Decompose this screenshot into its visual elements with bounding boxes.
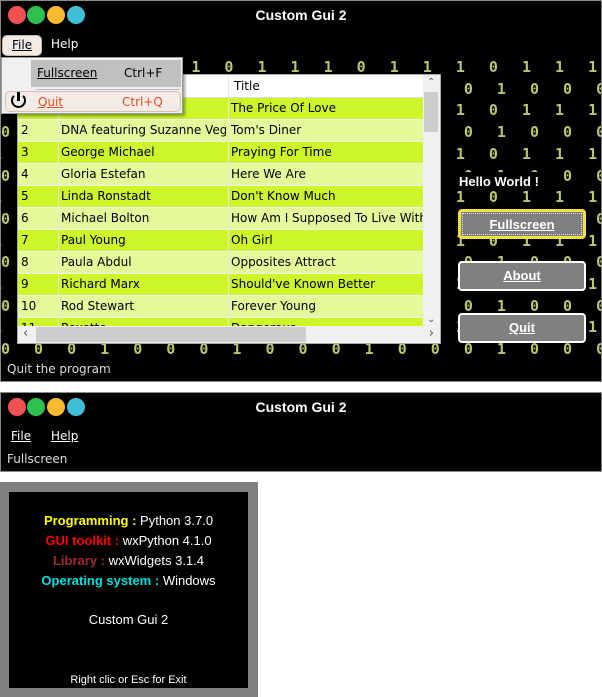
window-title-2: Custom Gui 2 xyxy=(255,399,347,415)
main-window: Custom Gui 2 1 1 1 0 1 1 1 0 1 1 1 0 1 1… xyxy=(0,0,602,382)
cell-artist: Gloria Estefan xyxy=(61,167,146,181)
cell-artist: Linda Ronstadt xyxy=(61,189,151,203)
about-app-name: Custom Gui 2 xyxy=(88,612,169,627)
table-row[interactable]: 3 George Michael Praying For Time xyxy=(18,142,424,164)
about-line-os: Operating system : Windows xyxy=(41,573,216,588)
maximize-button-2[interactable] xyxy=(27,398,45,416)
binary-row: 0 0 0 1 0 0 0 1 0 0 0 1 0 0 0 1 0 0 0 1 … xyxy=(1,340,601,357)
table-row[interactable]: 2 DNA featuring Suzanne Vega Tom's Diner xyxy=(18,120,424,142)
table-row[interactable]: 5 Linda Ronstadt Don't Know Much xyxy=(18,186,424,208)
cell-title: Praying For Time xyxy=(231,145,332,159)
cell-title: Opposites Attract xyxy=(231,255,336,269)
horizontal-scrollbar[interactable]: ‹ › xyxy=(18,326,440,343)
table-row[interactable]: 10 Rod Stewart Forever Young xyxy=(18,296,424,318)
menu-help-2[interactable]: Help xyxy=(51,429,79,443)
extra-button[interactable] xyxy=(67,6,85,24)
about-button[interactable]: About xyxy=(458,261,586,291)
cell-number: 7 xyxy=(21,233,29,247)
close-button-2[interactable] xyxy=(8,398,26,416)
menu-bar-2: File Help xyxy=(1,425,601,449)
cell-number: 4 xyxy=(21,167,29,181)
minimize-button-2[interactable] xyxy=(47,398,65,416)
file-menu-popup: Fullscreen Ctrl+F Quit Ctrl+Q xyxy=(1,57,183,114)
cell-title: Don't Know Much xyxy=(231,189,336,203)
cell-artist: Rod Stewart xyxy=(61,299,135,313)
cell-artist: Michael Bolton xyxy=(61,211,150,225)
second-window: Custom Gui 2 File Help Fullscreen xyxy=(0,392,602,472)
cell-title: Should've Known Better xyxy=(231,277,376,291)
column-header-title[interactable]: Title xyxy=(234,79,260,93)
scroll-left-icon[interactable]: ‹ xyxy=(23,326,29,341)
cell-artist: DNA featuring Suzanne Vega xyxy=(61,123,226,137)
table-row[interactable]: 7 Paul Young Oh Girl xyxy=(18,230,424,252)
cell-title: How Am I Supposed To Live Without You xyxy=(231,211,424,225)
fullscreen-button[interactable]: Fullscreen xyxy=(458,209,586,239)
cell-artist: Paula Abdul xyxy=(61,255,132,269)
cell-title: Forever Young xyxy=(231,299,317,313)
menu-item-fullscreen[interactable]: Fullscreen Ctrl+F xyxy=(31,60,181,87)
cell-artist: George Michael xyxy=(61,145,155,159)
about-dialog[interactable]: Programming : Python 3.7.0 GUI toolkit :… xyxy=(0,482,258,697)
scroll-up-icon[interactable]: ⌃ xyxy=(427,77,436,88)
extra-button-2[interactable] xyxy=(67,398,85,416)
cell-number: 2 xyxy=(21,123,29,137)
cell-title: Oh Girl xyxy=(231,233,273,247)
about-line-programming: Programming : Python 3.7.0 xyxy=(43,513,214,528)
status-bar: Quit the program xyxy=(7,362,111,376)
minimize-button[interactable] xyxy=(47,6,65,24)
title-bar[interactable]: Custom Gui 2 xyxy=(1,1,601,29)
scroll-right-icon[interactable]: › xyxy=(428,326,434,341)
table-row[interactable]: 6 Michael Bolton How Am I Supposed To Live… xyxy=(18,208,424,230)
cell-number: 5 xyxy=(21,189,29,203)
cell-title: Tom's Diner xyxy=(231,123,302,137)
cell-artist: Paul Young xyxy=(61,233,126,247)
cell-title: The Price Of Love xyxy=(231,101,337,115)
close-button[interactable] xyxy=(8,6,26,24)
vertical-scrollbar[interactable]: ⌃ ⌄ xyxy=(423,75,440,327)
table-row[interactable]: 8 Paula Abdul Opposites Attract xyxy=(18,252,424,274)
status-bar-2: Fullscreen xyxy=(7,452,68,466)
menu-item-quit[interactable]: Quit Ctrl+Q xyxy=(5,91,181,112)
menu-bar: File Help xyxy=(1,33,601,57)
scroll-down-icon[interactable]: ⌄ xyxy=(427,314,436,325)
hello-label: Hello World ! xyxy=(456,172,542,191)
about-content: Programming : Python 3.7.0 GUI toolkit :… xyxy=(9,492,248,688)
vertical-scroll-thumb[interactable] xyxy=(424,92,438,132)
power-icon-stem xyxy=(17,92,20,101)
power-icon xyxy=(11,93,26,108)
cell-number: 9 xyxy=(21,277,29,291)
cell-artist: Richard Marx xyxy=(61,277,140,291)
table-row[interactable]: 4 Gloria Estefan Here We Are xyxy=(18,164,424,186)
menu-file[interactable]: File xyxy=(2,35,43,56)
menu-file-2[interactable]: File xyxy=(11,429,32,443)
table-row[interactable]: 9 Richard Marx Should've Known Better xyxy=(18,274,424,296)
maximize-button[interactable] xyxy=(27,6,45,24)
cell-title: Here We Are xyxy=(231,167,306,181)
cell-number: 8 xyxy=(21,255,29,269)
about-line-gui-toolkit: GUI toolkit : wxPython 4.1.0 xyxy=(45,533,212,548)
quit-button[interactable]: Quit xyxy=(458,313,586,343)
horizontal-scroll-thumb[interactable] xyxy=(36,327,306,342)
cell-number: 6 xyxy=(21,211,29,225)
menu-help[interactable]: Help xyxy=(51,37,79,51)
about-line-library: Library : wxWidgets 3.1.4 xyxy=(52,553,204,568)
title-bar-2[interactable]: Custom Gui 2 xyxy=(1,393,601,421)
about-exit-hint: Right clic or Esc for Exit xyxy=(70,674,187,686)
window-title: Custom Gui 2 xyxy=(255,7,347,23)
cell-number: 10 xyxy=(21,299,37,313)
cell-number: 3 xyxy=(21,145,29,159)
menu-separator xyxy=(36,89,180,90)
